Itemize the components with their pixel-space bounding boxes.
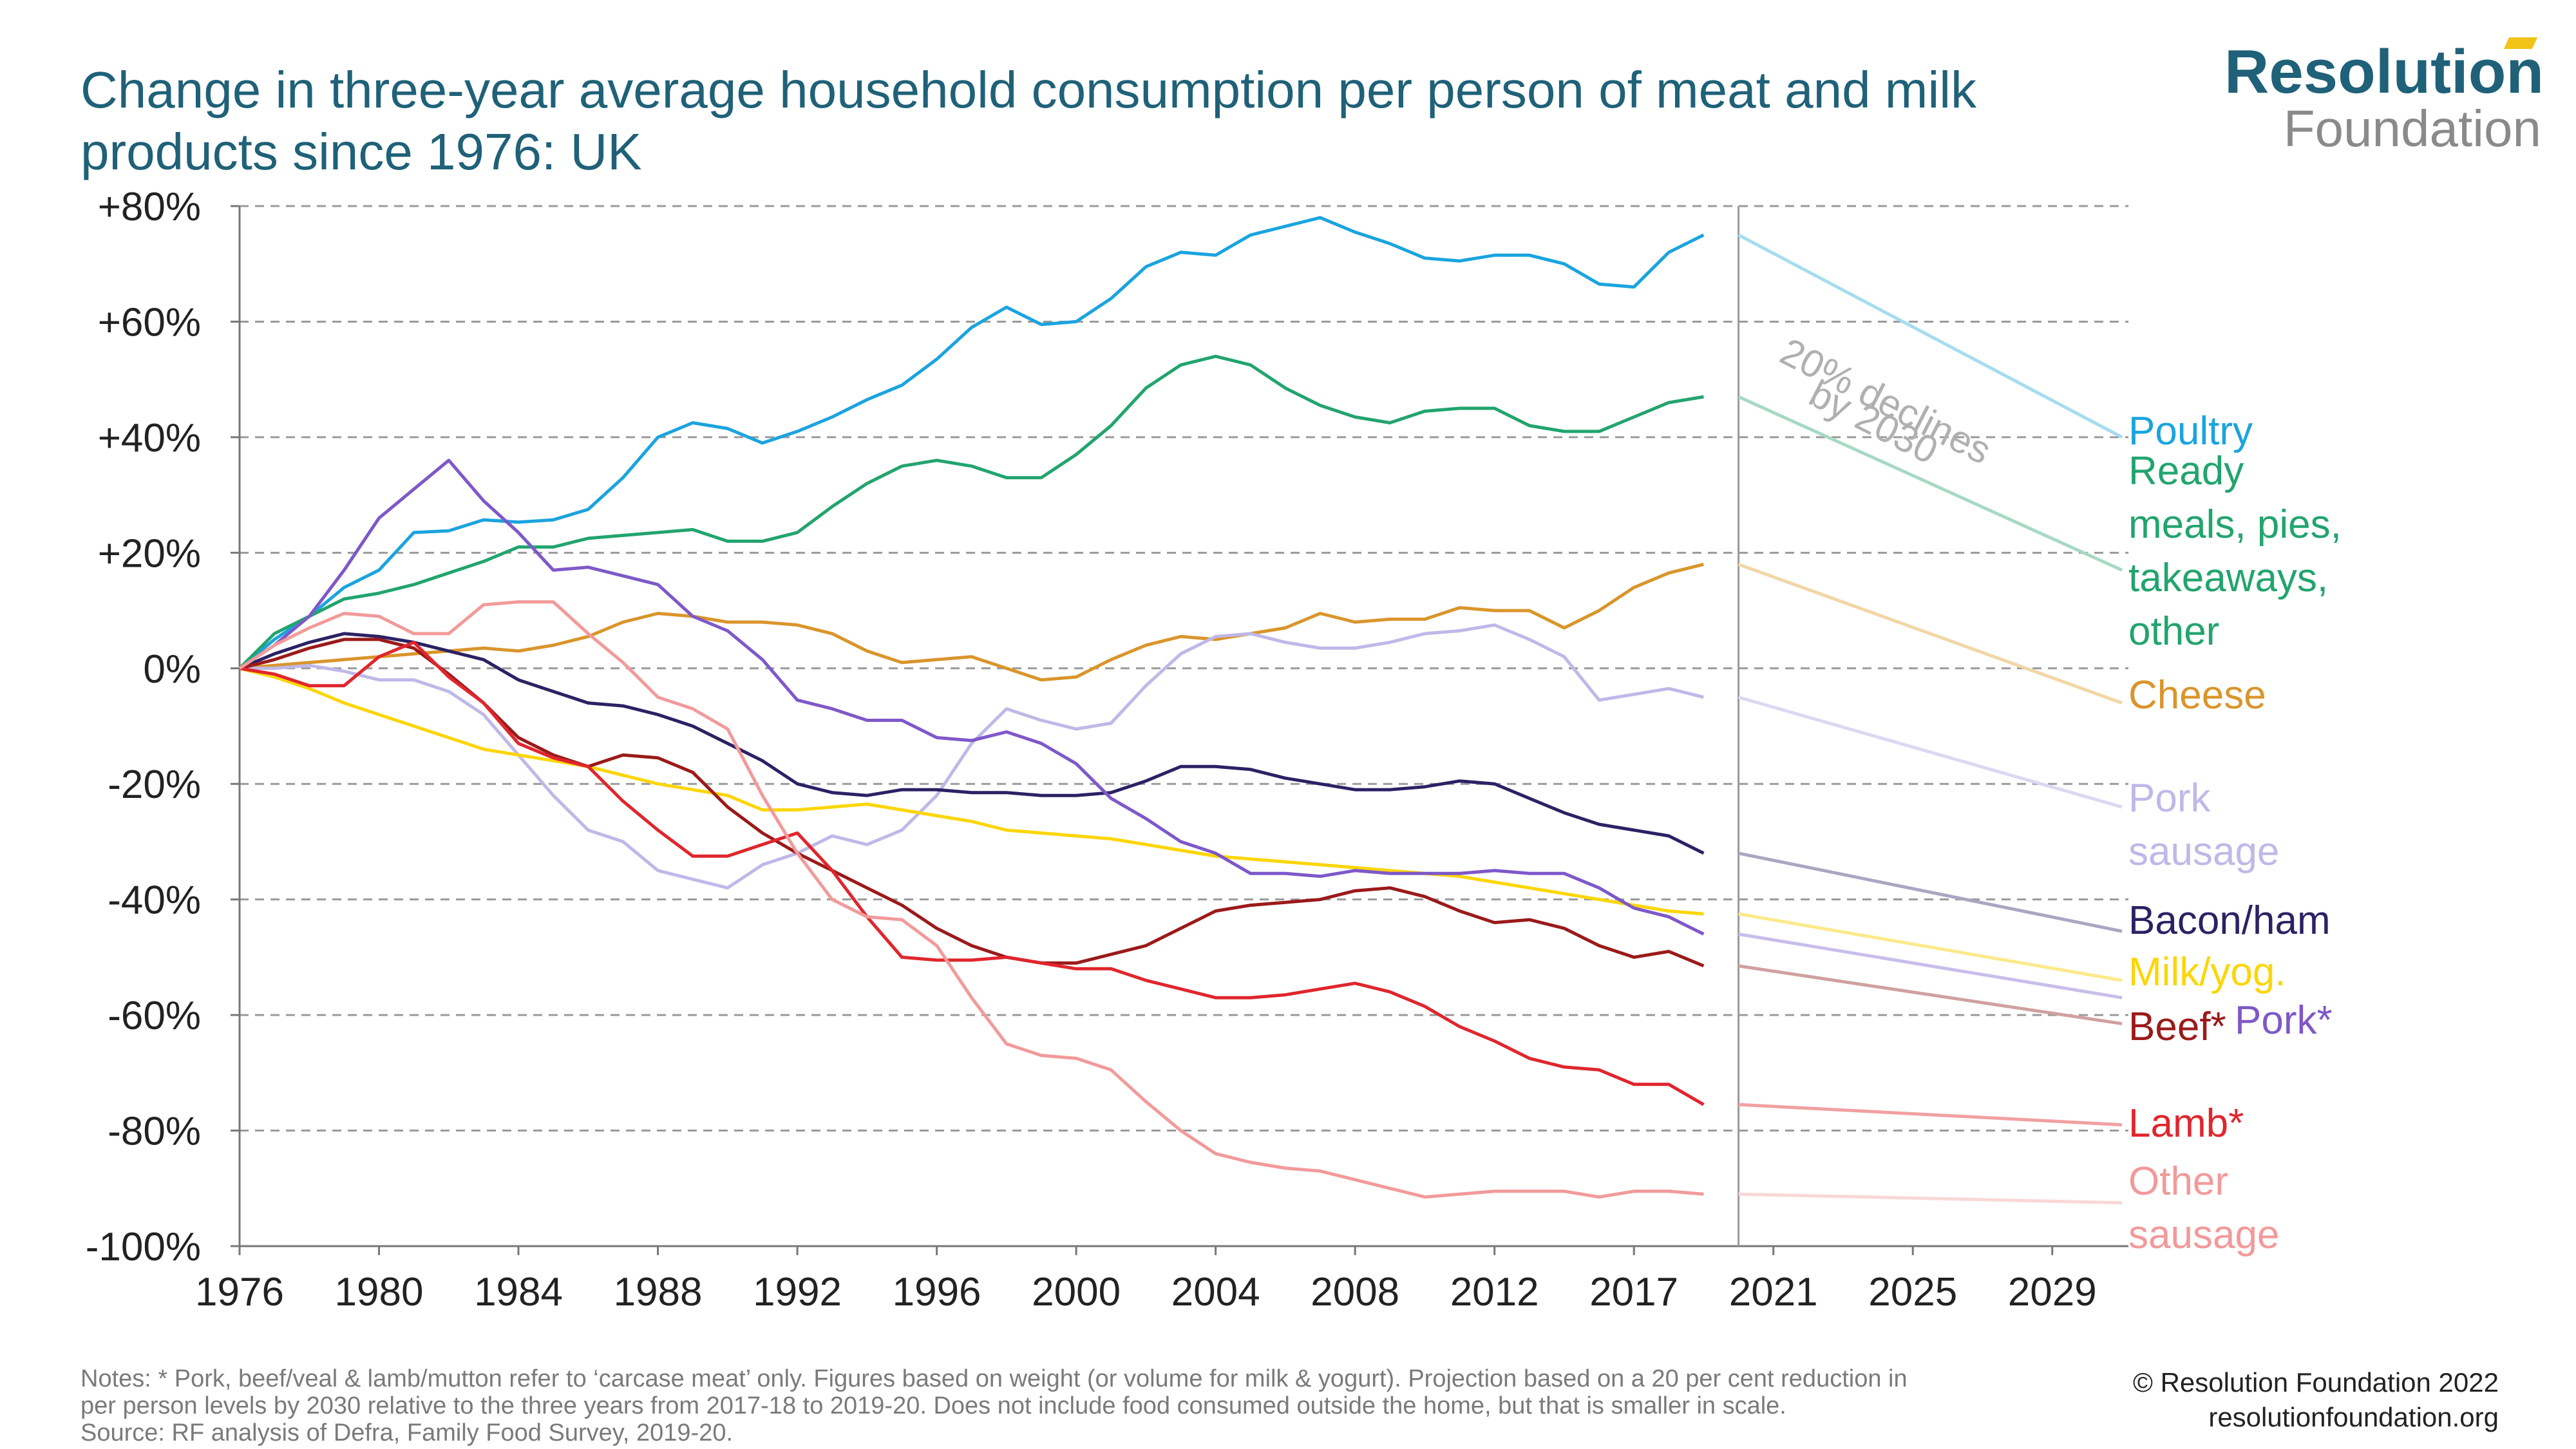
notes-line-1: Notes: * Pork, beef/veal & lamb/mutton r…: [80, 1365, 1908, 1392]
series-label-ready-meals-pies-takeaways-other: meals, pies,: [2128, 502, 2342, 547]
y-tick-label: -60%: [108, 994, 201, 1038]
series-line-pork-sausage: [240, 623, 1705, 890]
series-label-pork: Pork*: [2235, 998, 2333, 1043]
notes-source: Source: RF analysis of Defra, Family Foo…: [80, 1419, 734, 1446]
y-tick-label: +60%: [98, 300, 201, 345]
series-line-milk-yog: [239, 667, 1704, 916]
notes: Notes: * Pork, beef/veal & lamb/mutton r…: [80, 1365, 2141, 1446]
series-label-ready-meals-pies-takeaways-other: takeaways,: [2128, 556, 2328, 600]
y-tick-label: -100%: [86, 1225, 201, 1269]
resolution-foundation-logo: Resolution Foundation: [2224, 37, 2544, 157]
projection-line-milk-yog: [1738, 912, 2123, 982]
x-tick-label: 2025: [1868, 1270, 1957, 1314]
series-line-cheese: [239, 562, 1705, 682]
series-line-beef: [239, 638, 1705, 968]
credit: © Resolution Foundation 2022 resolutionf…: [2133, 1365, 2499, 1435]
series-line-pork: [238, 459, 1705, 936]
y-tick-label: -20%: [108, 762, 201, 807]
y-tick-label: 0%: [143, 647, 201, 692]
x-tick-label: 2017: [1589, 1270, 1678, 1314]
y-tick-label: -40%: [108, 878, 201, 923]
logo-sub: Foundation: [2283, 100, 2541, 157]
x-tick-label: 1996: [893, 1270, 981, 1314]
credit-copyright: © Resolution Foundation 2022: [2132, 1367, 2499, 1397]
series-label-other-sausage: sausage: [2128, 1213, 2279, 1257]
x-tick-label: 1980: [335, 1270, 424, 1314]
series-label-beef: Beef*: [2128, 1005, 2226, 1049]
x-tick-label: 2029: [2008, 1270, 2097, 1314]
x-tick-label: 2012: [1450, 1270, 1539, 1314]
projection-line-lamb: [1738, 1103, 2123, 1127]
series-label-lamb: Lamb*: [2128, 1101, 2244, 1146]
series-label-pork-sausage: sausage: [2128, 829, 2279, 874]
series-label-poultry: Poultry: [2128, 409, 2253, 453]
series-label-cheese: Cheese: [2128, 673, 2266, 717]
projection-line-cheese: [1738, 562, 2123, 705]
series-line-bacon-ham: [239, 632, 1705, 855]
x-tick-labels: 1976 1980 1984 1988 1992 1996 2000 2004 2008 2012…: [195, 1270, 2097, 1314]
series-line-other-sausage: [238, 600, 1704, 1199]
projection-line-other-sausage: [1738, 1192, 2123, 1205]
series-label-pork-sausage: Pork: [2128, 776, 2211, 820]
x-tick-label: 2000: [1032, 1270, 1121, 1314]
series-line-poultry: [238, 216, 1705, 670]
series-label-milk-yog: Milk/yog.: [2128, 950, 2286, 994]
axes: [231, 205, 2128, 1255]
y-tick-label: -80%: [108, 1110, 201, 1154]
series-label-ready-meals-pies-takeaways-other: other: [2128, 609, 2219, 654]
x-tick-label: 2004: [1171, 1270, 1260, 1314]
y-tick-label: +20%: [98, 531, 201, 576]
series-label-bacon-ham: Bacon/ham: [2128, 898, 2331, 943]
projection-line-poultry: [1738, 233, 2123, 439]
y-tick-label: +40%: [98, 416, 201, 460]
projection-line-pork-sausage: [1738, 696, 2123, 809]
x-tick-label: 1992: [753, 1270, 842, 1314]
notes-line-2: per person levels by 2030 relative to th…: [80, 1392, 1786, 1419]
x-tick-label: 1976: [195, 1270, 284, 1314]
projection-line-beef: [1738, 964, 2123, 1026]
logo-name: Resolution: [2224, 37, 2544, 106]
credit-website: resolutionfoundation.org: [2208, 1402, 2499, 1432]
series-label-ready-meals-pies-takeaways-other: Ready: [2128, 449, 2244, 493]
x-tick-label: 2021: [1729, 1270, 1818, 1314]
projection-line-ready-meals-pies-takeaways-other: [1738, 395, 2123, 572]
series-line-lamb: [239, 640, 1705, 1106]
chart-title: Change in three-year average household c…: [80, 61, 1976, 180]
x-tick-label: 1988: [614, 1270, 703, 1314]
x-tick-label: 1984: [474, 1270, 563, 1314]
y-tick-labels: +80% +60% +40% +20% 0% -20% -40% -60% -80% -100%: [86, 185, 201, 1269]
projection-line-pork: [1738, 933, 2123, 999]
gridlines: [240, 205, 2128, 1132]
x-tick-label: 2008: [1311, 1270, 1399, 1314]
series-line-ready-meals-pies-takeaways-other: [238, 354, 1704, 670]
series-lines: [238, 216, 2123, 1205]
series-label-other-sausage: Other: [2128, 1159, 2228, 1204]
y-tick-label: +80%: [98, 185, 201, 229]
projection-line-bacon-ham: [1738, 851, 2123, 933]
